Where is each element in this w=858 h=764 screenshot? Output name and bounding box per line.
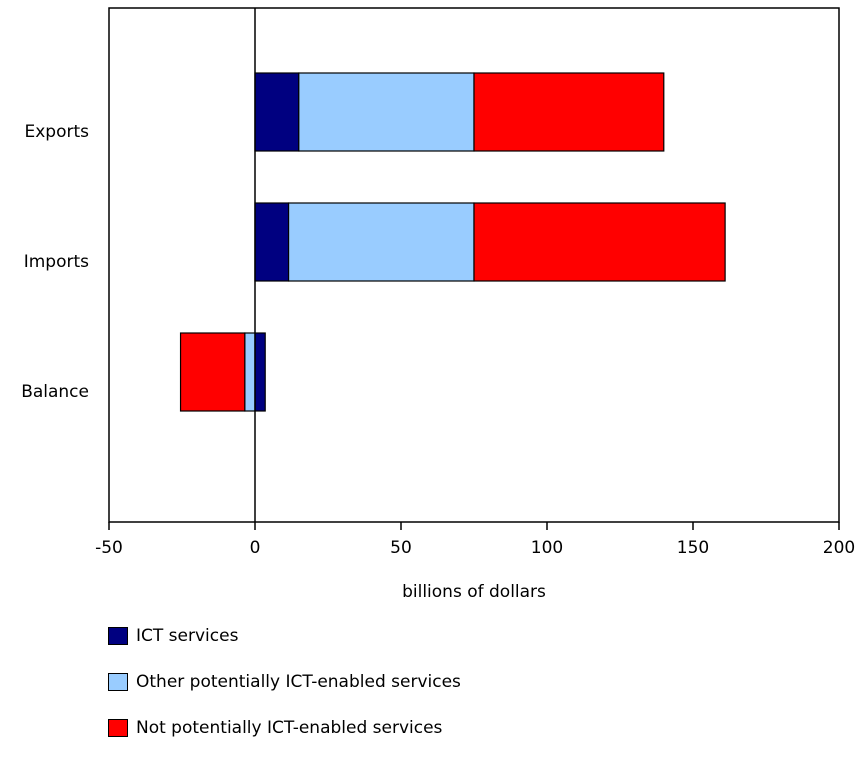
bars-group (179, 72, 726, 412)
category-label-imports: Imports (24, 252, 89, 272)
bar-balance-series-0 (254, 332, 266, 412)
x-tick-label: 0 (250, 538, 261, 558)
legend-swatch-not-ict-enabled (108, 719, 128, 737)
legend-item-ict-services: ICT services (108, 626, 461, 646)
x-tick-label: -50 (95, 538, 123, 558)
legend-swatch-ict-services (108, 627, 128, 645)
bar-chart: -50 0 50 100 150 200 Exports Imports Balance bi… (21, 7, 855, 602)
category-labels: Exports Imports Balance (21, 122, 89, 402)
x-tick-label: 50 (390, 538, 412, 558)
bar-exports-series-1 (298, 72, 475, 152)
x-tick-label: 200 (823, 538, 855, 558)
plot-area-frame (108, 7, 840, 523)
legend-swatch-other-ict-enabled (108, 673, 128, 691)
legend-label: ICT services (136, 626, 239, 646)
category-label-balance: Balance (21, 382, 89, 402)
legend-item-other-ict-enabled: Other potentially ICT-enabled services (108, 672, 461, 692)
x-tick-label: 100 (531, 538, 563, 558)
x-axis-ticks: -50 0 50 100 150 200 (95, 522, 855, 558)
x-tick-label: 150 (677, 538, 709, 558)
bar-imports-series-2 (473, 202, 726, 282)
bar-imports-series-0 (254, 202, 290, 282)
legend-label: Not potentially ICT-enabled services (136, 718, 443, 738)
legend-label: Other potentially ICT-enabled services (136, 672, 461, 692)
legend-item-not-ict-enabled: Not potentially ICT-enabled services (108, 718, 461, 738)
bar-imports-series-1 (287, 202, 475, 282)
x-axis-title: billions of dollars (402, 582, 546, 602)
bar-exports-series-2 (473, 72, 665, 152)
bar-balance-series-2 (179, 332, 246, 412)
bar-balance-series-1 (244, 332, 256, 412)
category-label-exports: Exports (24, 122, 89, 142)
legend: ICT services Other potentially ICT-enabl… (108, 626, 461, 764)
bar-exports-series-0 (254, 72, 300, 152)
